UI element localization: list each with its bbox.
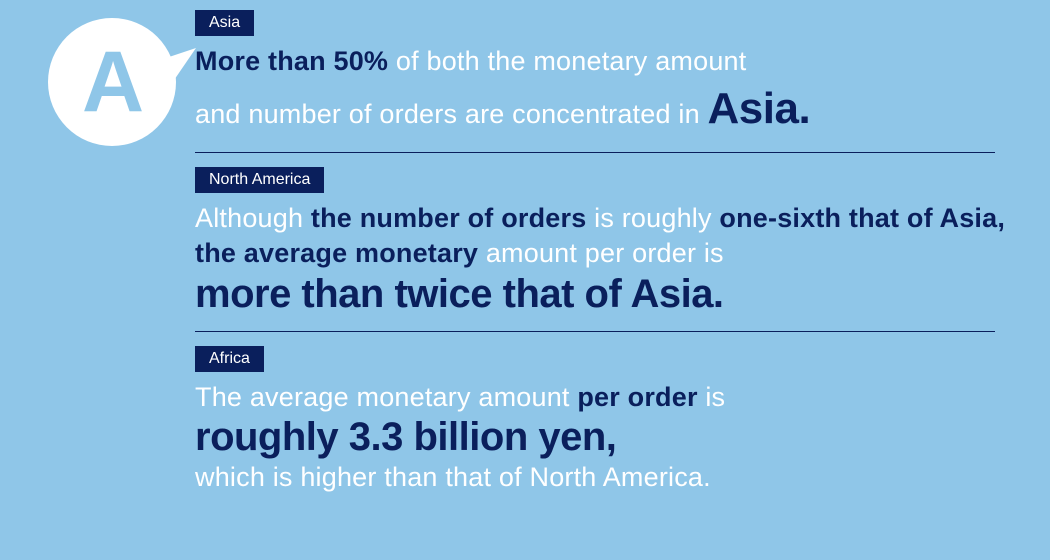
section-north-america: North America Although the number of ord… [195, 167, 1015, 317]
speech-bubble: A [48, 18, 176, 146]
tag-africa: Africa [195, 346, 264, 372]
text-africa: The average monetary amount per order is… [195, 380, 1015, 496]
text-north-america: Although the number of orders is roughly… [195, 201, 1015, 317]
section-africa: Africa The average monetary amount per o… [195, 346, 1015, 496]
section-asia: Asia More than 50% of both the monetary … [195, 10, 1015, 138]
bubble-letter: A [48, 18, 176, 146]
content-column: Asia More than 50% of both the monetary … [195, 10, 1015, 505]
text-asia: More than 50% of both the monetary amoun… [195, 44, 1015, 138]
divider [195, 331, 995, 332]
tag-north-america: North America [195, 167, 324, 193]
tag-asia: Asia [195, 10, 254, 36]
divider [195, 152, 995, 153]
